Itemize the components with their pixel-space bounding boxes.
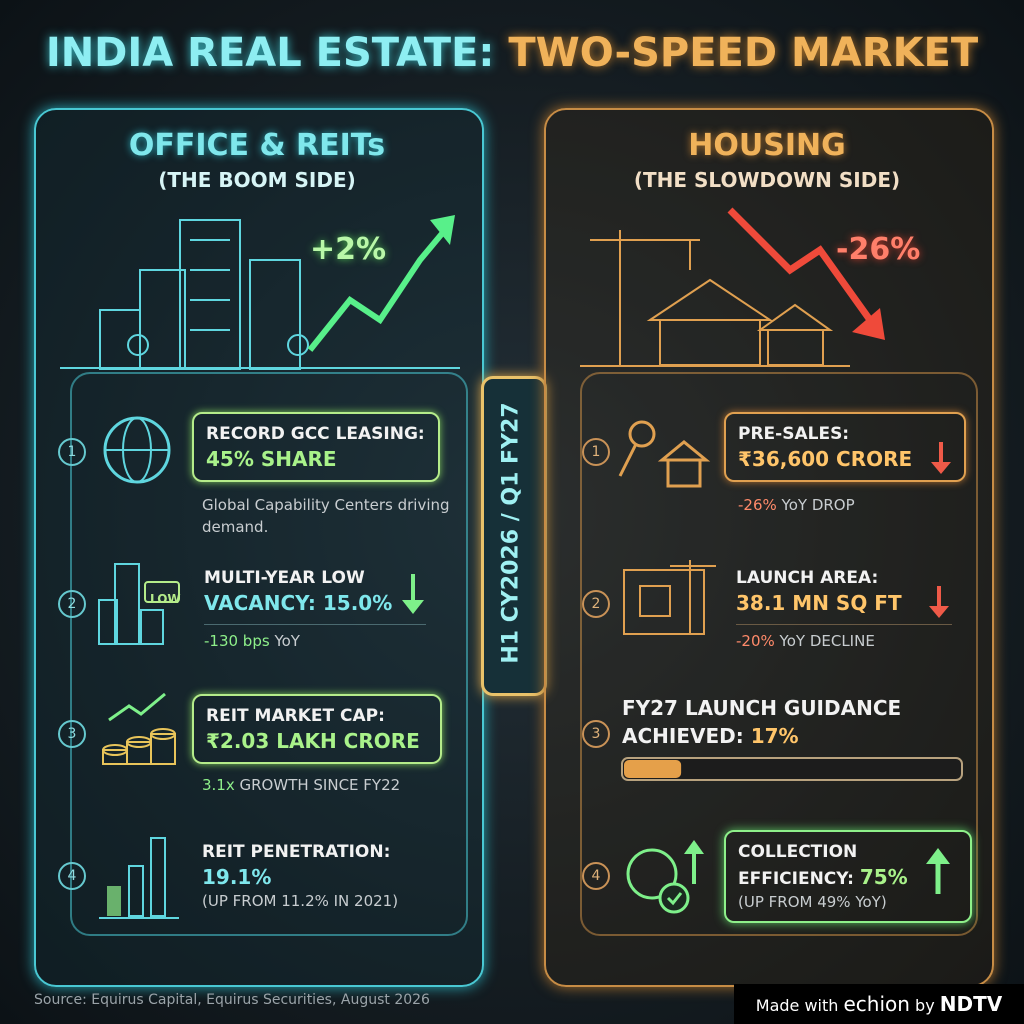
item-text: REIT PENETRATION: 19.1% (UP FROM 11.2% I…	[202, 840, 398, 912]
item-number: 1	[582, 438, 610, 466]
bar-icon	[99, 837, 179, 919]
item-number: 2	[58, 590, 86, 618]
highlight-box: COLLECTION EFFICIENCY: 75% (UP FROM 49% …	[724, 830, 972, 923]
brand: echion	[843, 992, 910, 1016]
note-text: YoY DECLINE	[779, 632, 875, 650]
item-title: COLLECTION	[738, 842, 858, 862]
progress-label: 17%	[750, 724, 799, 748]
item-number: 4	[582, 862, 610, 890]
blueprint-icon	[623, 560, 716, 635]
item-highlight: ₹2.03 LAKH CRORE	[206, 729, 420, 753]
item-highlight: ₹36,600 CRORE	[738, 447, 913, 471]
item-title: MULTI-YEAR LOW	[204, 568, 365, 588]
item-note: (UP FROM 11.2% IN 2021)	[202, 892, 399, 910]
note-value: -26%	[738, 496, 777, 514]
item-highlight: VACANCY: 15.0%	[204, 591, 393, 615]
item-highlight: 19.1%	[202, 865, 272, 889]
item-note: -26% YoY DROP	[738, 494, 855, 516]
item-text: LAUNCH AREA: 38.1 MN SQ FT	[736, 566, 902, 616]
note-value: -130 bps	[204, 632, 270, 650]
building-icon	[98, 563, 180, 645]
branding: Made with echion by NDTV	[734, 984, 1024, 1024]
progress-track	[621, 757, 963, 781]
center-badge	[481, 376, 547, 696]
office-panel	[34, 108, 484, 987]
icon-label: LOW	[150, 592, 181, 606]
note-value: -20%	[736, 632, 775, 650]
item-label: EFFICIENCY: 75%	[738, 864, 958, 891]
note-text: YoY	[274, 632, 300, 650]
made-with: Made with	[755, 996, 839, 1015]
timeline-frame	[580, 372, 978, 936]
item-label: ACHIEVED: 17%	[622, 722, 901, 750]
item-highlight: 75%	[859, 865, 908, 889]
source: Source: Equirus Capital, Equirus Securit…	[34, 992, 430, 1008]
item-note: 3.1x GROWTH SINCE FY22	[202, 774, 400, 796]
highlight-box: PRE-SALES: ₹36,600 CRORE	[724, 412, 966, 482]
item-note: (UP FROM 49% YoY)	[738, 893, 887, 911]
down-arrow	[402, 574, 424, 614]
globe-icon	[103, 416, 171, 484]
up-arrow	[926, 848, 950, 894]
down-arrow	[931, 442, 951, 474]
item-title: FY27 LAUNCH GUIDANCE	[622, 696, 902, 720]
item-number: 2	[582, 590, 610, 618]
title-left: INDIA REAL ESTATE:	[45, 30, 495, 76]
highlight-box: REIT MARKET CAP: ₹2.03 LAKH CRORE	[192, 694, 442, 764]
partner: NDTV	[939, 992, 1003, 1016]
timeline-frame	[70, 372, 468, 936]
item-note: Global Capability Centers driving demand…	[202, 496, 450, 536]
item-text: MULTI-YEAR LOW VACANCY: 15.0%	[204, 566, 392, 616]
item-note: -130 bps YoY	[204, 630, 300, 652]
item-number: 4	[58, 862, 86, 890]
coins-icon	[102, 692, 176, 765]
title: INDIA REAL ESTATE: TWO-SPEED MARKET	[0, 30, 1024, 76]
divider	[204, 624, 426, 625]
down-arrow	[929, 586, 949, 618]
item-number: 3	[58, 720, 86, 748]
by: by	[915, 996, 935, 1015]
housing-change: -26%	[836, 232, 921, 267]
highlight-box: RECORD GCC LEASING: 45% SHARE	[192, 412, 440, 482]
progress-fill	[624, 760, 682, 778]
item-title: PRE-SALES:	[738, 424, 850, 444]
note-value: 3.1x	[202, 776, 235, 794]
divider	[736, 624, 952, 625]
progress-bar	[621, 757, 963, 781]
title-right: TWO-SPEED MARKET	[508, 30, 979, 76]
key-house-icon	[618, 420, 711, 488]
panel-title: OFFICE & REITs	[128, 128, 386, 163]
label-text: EFFICIENCY:	[738, 869, 854, 889]
panel-subtitle: (THE BOOM SIDE)	[158, 168, 356, 192]
panel-subtitle: (THE SLOWDOWN SIDE)	[633, 168, 901, 192]
item-text: FY27 LAUNCH GUIDANCE ACHIEVED: 17%	[622, 694, 901, 750]
period-label: H1 CY2026 / Q1 FY27	[498, 402, 524, 664]
panel-title: HOUSING	[688, 128, 846, 163]
item-title: REIT MARKET CAP:	[206, 706, 385, 726]
office-illustration	[60, 215, 460, 370]
note-text: YoY DROP	[781, 496, 855, 514]
item-title: RECORD GCC LEASING:	[206, 424, 425, 444]
housing-illustration	[580, 207, 885, 367]
label-text: ACHIEVED:	[622, 724, 744, 748]
note-text: GROWTH SINCE FY22	[239, 776, 401, 794]
collection-icon	[626, 840, 704, 914]
item-note: -20% YoY DECLINE	[736, 630, 875, 652]
item-number: 3	[582, 720, 610, 748]
item-highlight: 38.1 MN SQ FT	[736, 591, 902, 615]
office-change: +2%	[310, 232, 387, 267]
item-title: LAUNCH AREA:	[736, 568, 879, 588]
item-title: REIT PENETRATION:	[202, 842, 391, 862]
item-highlight: 45% SHARE	[206, 447, 337, 471]
item-number: 1	[58, 438, 86, 466]
